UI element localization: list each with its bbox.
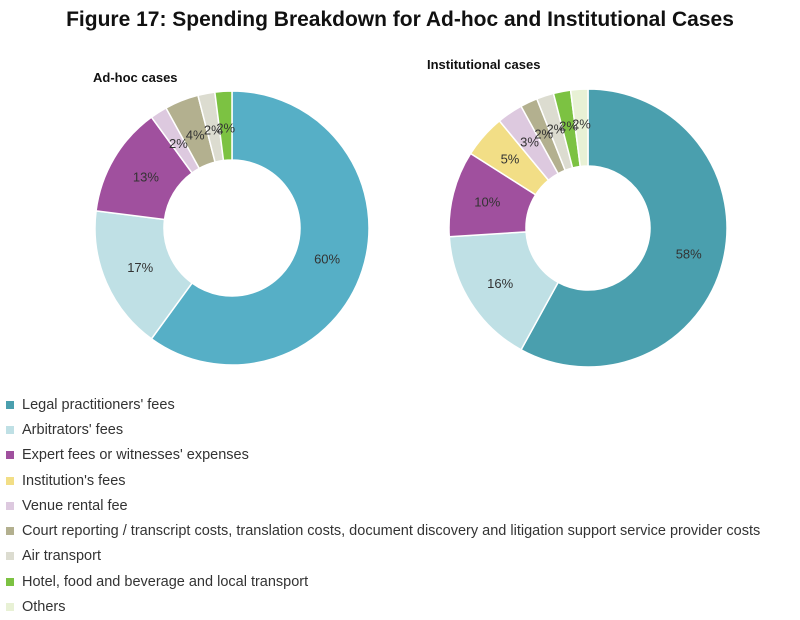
- slice-label: 60%: [314, 251, 340, 266]
- legend-swatch: [6, 603, 14, 612]
- slice-label: 13%: [133, 170, 159, 185]
- legend-swatch: [6, 451, 14, 460]
- legend-item: Court reporting / transcript costs, tran…: [6, 518, 760, 543]
- legend-label: Expert fees or witnesses' expenses: [22, 447, 249, 464]
- legend-swatch: [6, 552, 14, 561]
- legend-swatch: [6, 425, 14, 434]
- legend-swatch: [6, 476, 14, 485]
- slice-label: 17%: [127, 260, 153, 275]
- legend-label: Legal practitioners' fees: [22, 396, 175, 413]
- slice-label: 2%: [169, 136, 188, 151]
- slice-label: 2%: [204, 122, 223, 137]
- slice-label: 2%: [559, 118, 578, 133]
- donut-slice: [213, 90, 233, 162]
- donut-chart-institutional: Institutional cases 58%16%10%5%3%2%2%2%2…: [427, 57, 728, 368]
- slice-label: 3%: [520, 134, 539, 149]
- slices-adhoc: [94, 90, 370, 366]
- legend-label: Venue rental fee: [22, 497, 128, 514]
- legend-swatch: [6, 577, 14, 586]
- slice-label: 58%: [676, 246, 702, 261]
- slice-label: 4%: [186, 128, 205, 143]
- slice-label: 2%: [572, 117, 591, 132]
- chart-subtitle-adhoc: Ad-hoc cases: [93, 70, 178, 85]
- legend-item: Venue rental fee: [6, 493, 760, 518]
- legend-swatch: [6, 527, 14, 536]
- legend-swatch: [6, 501, 14, 510]
- legend-label: Arbitrators' fees: [22, 421, 124, 438]
- chart-subtitle-institutional: Institutional cases: [427, 57, 540, 72]
- legend-label: Air transport: [22, 548, 101, 565]
- legend-item: Hotel, food and beverage and local trans…: [6, 569, 760, 594]
- legend-item: Legal practitioners' fees: [6, 392, 760, 417]
- slices-institutional: [448, 88, 728, 368]
- legend-swatch: [6, 400, 14, 409]
- donut-slice: [150, 90, 370, 366]
- legend-label: Others: [22, 599, 66, 616]
- slice-labels-institutional: 58%16%10%5%3%2%2%2%2%: [474, 117, 702, 292]
- slice-label: 10%: [474, 195, 500, 210]
- legend-item: Air transport: [6, 544, 760, 569]
- slice-label: 2%: [534, 126, 553, 141]
- slice-label: 2%: [546, 122, 565, 137]
- slice-label: 2%: [216, 121, 235, 136]
- donut-slice: [94, 209, 194, 340]
- legend-item: Others: [6, 594, 760, 619]
- donut-slice: [569, 88, 589, 168]
- legend-item: Institution's fees: [6, 468, 760, 493]
- legend-label: Hotel, food and beverage and local trans…: [22, 573, 309, 590]
- slice-labels-adhoc: 60%17%13%2%4% 2%2%: [127, 121, 340, 276]
- legend-item: Expert fees or witnesses' expenses: [6, 443, 760, 468]
- slice-label: 16%: [487, 276, 513, 291]
- figure-title: Figure 17: Spending Breakdown for Ad-hoc…: [66, 8, 734, 31]
- donut-chart-adhoc: Ad-hoc cases 60%17%13%2%4% 2%2%: [93, 70, 370, 366]
- legend-item: Arbitrators' fees: [6, 417, 760, 442]
- legend: Legal practitioners' fees Arbitrators' f…: [6, 392, 760, 620]
- slice-label: 5%: [501, 152, 520, 167]
- legend-label: Institution's fees: [22, 472, 126, 489]
- legend-label: Court reporting / transcript costs, tran…: [22, 523, 761, 540]
- donut-slice: [448, 231, 560, 351]
- charts-canvas: Ad-hoc cases 60%17%13%2%4% 2%2% Instituti…: [93, 57, 728, 368]
- donut-slice: [520, 88, 728, 368]
